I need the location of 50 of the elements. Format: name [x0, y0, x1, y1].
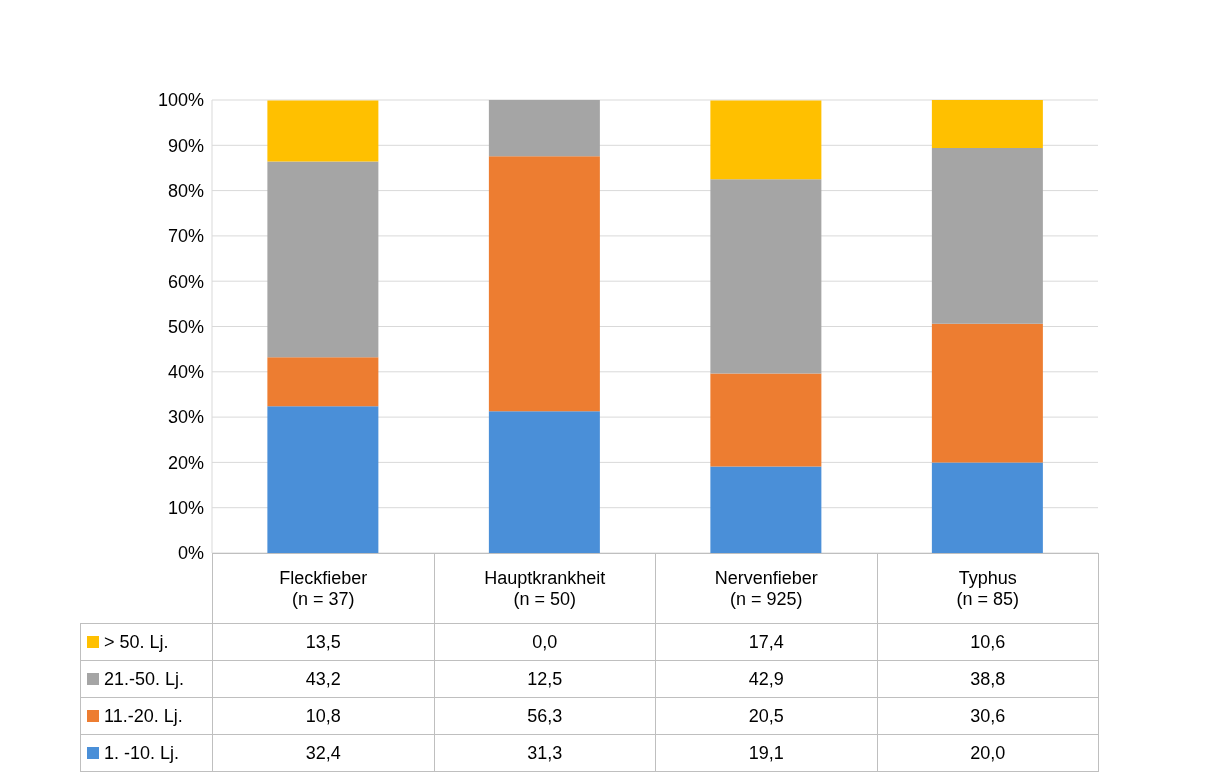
- legend-label: 1. -10. Lj.: [80, 734, 213, 772]
- data-label: 43,2: [212, 660, 434, 698]
- data-label: 42,9: [655, 660, 877, 698]
- data-label: 56,3: [434, 697, 656, 735]
- y-tick-label: 80%: [167, 180, 204, 201]
- x-tick-label: Hauptkrankheit (n = 50): [483, 567, 607, 610]
- bar: [931, 323, 1043, 463]
- data-label: 13,5: [212, 623, 434, 661]
- bar: [710, 373, 822, 467]
- y-tick-label: 0%: [177, 543, 204, 564]
- y-tick-label: 90%: [167, 135, 204, 156]
- data-label: 19,1: [655, 734, 877, 772]
- data-label: 10,6: [877, 623, 1099, 661]
- bar: [488, 411, 600, 553]
- x-tick-label: Fleckfieber (n = 37): [278, 567, 369, 610]
- y-tick-label: 20%: [167, 452, 204, 473]
- data-label: 20,5: [655, 697, 877, 735]
- y-tick-label: 70%: [167, 226, 204, 247]
- data-label: 38,8: [877, 660, 1099, 698]
- y-tick-label: 60%: [167, 271, 204, 292]
- y-tick-label: 40%: [167, 362, 204, 383]
- bar: [710, 100, 822, 180]
- data-label: 10,8: [212, 697, 434, 735]
- bar: [267, 357, 379, 407]
- bar: [710, 179, 822, 374]
- legend-label: 11.-20. Lj.: [80, 697, 213, 735]
- bar: [488, 156, 600, 412]
- legend-label: > 50. Lj.: [80, 623, 213, 661]
- data-label: 12,5: [434, 660, 656, 698]
- data-label: 17,4: [655, 623, 877, 661]
- data-label: 20,0: [877, 734, 1099, 772]
- y-tick-label: 50%: [167, 316, 204, 337]
- data-label: 0,0: [434, 623, 656, 661]
- data-label: 30,6: [877, 697, 1099, 735]
- y-tick-label: 30%: [167, 407, 204, 428]
- x-tick-label: Typhus (n = 85): [955, 567, 1020, 610]
- bar: [931, 148, 1043, 324]
- bar: [931, 462, 1043, 553]
- bar: [931, 100, 1043, 149]
- legend-label: 21.-50. Lj.: [80, 660, 213, 698]
- data-label: 31,3: [434, 734, 656, 772]
- bar: [267, 161, 379, 358]
- y-tick-label: 10%: [167, 498, 204, 519]
- x-tick-label: Nervenfieber (n = 925): [713, 567, 819, 610]
- data-label: 32,4: [212, 734, 434, 772]
- bar: [267, 100, 379, 162]
- y-tick-label: 100%: [157, 90, 204, 111]
- bar: [267, 406, 379, 553]
- bar: [488, 100, 600, 157]
- bar: [710, 466, 822, 553]
